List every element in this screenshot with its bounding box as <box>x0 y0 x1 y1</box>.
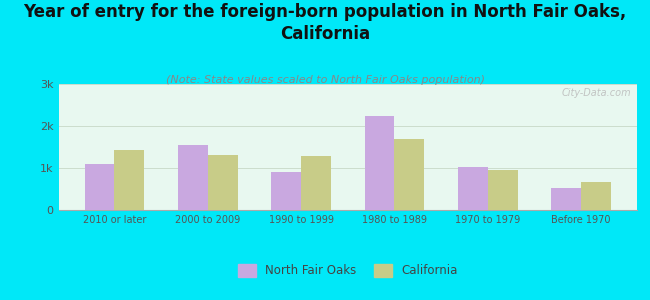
Bar <box>271 172 301 210</box>
Text: Year of entry for the foreign-born population in North Fair Oaks,
California: Year of entry for the foreign-born popul… <box>23 3 627 43</box>
Bar <box>301 156 331 210</box>
Bar <box>551 188 581 210</box>
Bar <box>208 155 238 210</box>
Bar <box>581 182 611 210</box>
Bar <box>458 167 488 210</box>
Text: City-Data.com: City-Data.com <box>562 88 631 98</box>
Bar <box>178 145 208 210</box>
Bar <box>488 170 517 210</box>
Bar <box>84 164 114 210</box>
Bar <box>114 150 144 210</box>
Bar <box>365 116 395 210</box>
Legend: North Fair Oaks, California: North Fair Oaks, California <box>233 260 462 282</box>
Bar <box>395 139 424 210</box>
Text: (Note: State values scaled to North Fair Oaks population): (Note: State values scaled to North Fair… <box>166 75 484 85</box>
